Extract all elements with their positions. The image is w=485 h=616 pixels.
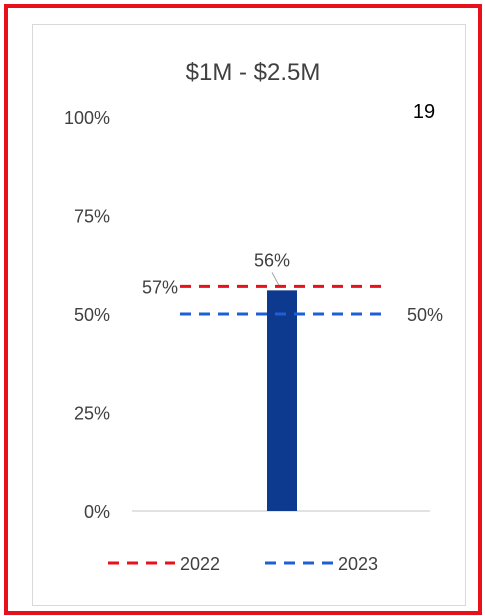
legend-label-2023: 2023: [338, 554, 378, 574]
reference-label-2022: 57%: [142, 277, 178, 297]
y-tick-label: 100%: [64, 108, 110, 128]
legend-label-2022: 2022: [180, 554, 220, 574]
chart-title: $1M - $2.5M: [186, 59, 321, 86]
count-label: 19: [413, 101, 435, 123]
y-tick-label: 25%: [74, 404, 110, 424]
y-tick-label: 0%: [84, 502, 110, 522]
bar: [267, 290, 297, 511]
y-tick-label: 50%: [74, 305, 110, 325]
chart-area: [32, 24, 466, 606]
y-tick-label: 75%: [74, 207, 110, 227]
bar-label-leader: [271, 272, 281, 288]
reference-label-2023: 50%: [407, 305, 443, 325]
bar-value-label: 56%: [254, 250, 290, 270]
